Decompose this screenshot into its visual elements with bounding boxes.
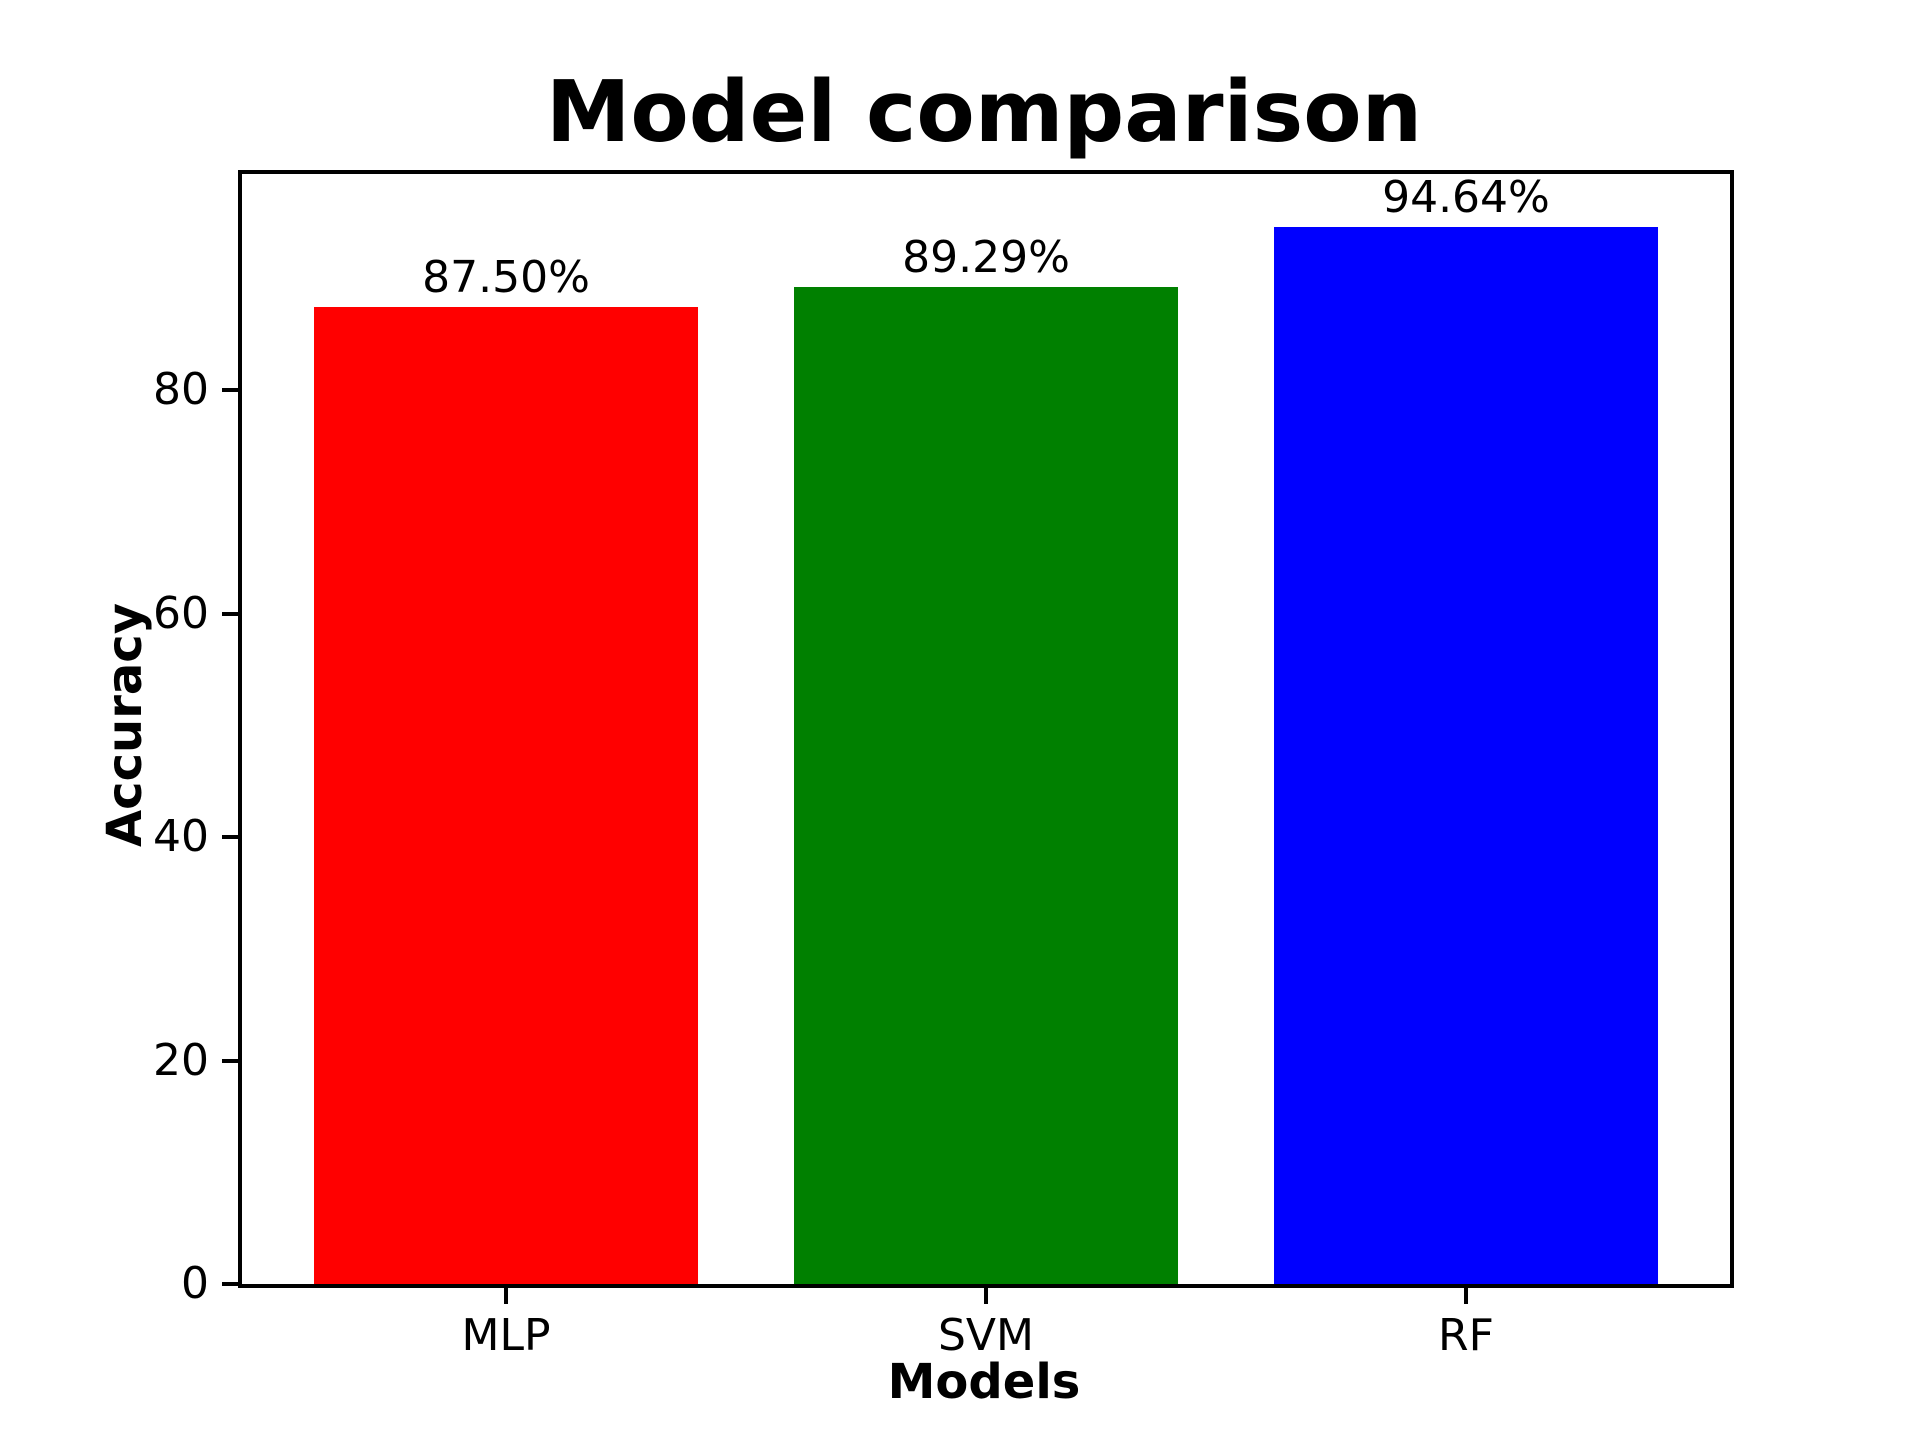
chart-title: Model comparison xyxy=(545,63,1423,162)
y-tick-label: 60 xyxy=(153,587,209,639)
bar-value-label-mlp: 87.50% xyxy=(422,251,590,303)
bar-group-rf: 94.64% RF xyxy=(1273,172,1658,1361)
x-tick-mark xyxy=(1463,1288,1468,1304)
bar-value-label-svm: 89.29% xyxy=(902,231,1070,283)
bar-group-mlp: 87.50% MLP xyxy=(314,174,698,1361)
y-axis-label-container: Accuracy xyxy=(70,170,180,1280)
y-tick-mark xyxy=(222,388,238,393)
x-tick-mark xyxy=(983,1288,988,1304)
y-tick-mark xyxy=(222,1282,238,1286)
x-tick-mark xyxy=(503,1288,508,1304)
y-tick-label: 20 xyxy=(153,1034,209,1086)
bar-value-label-rf: 94.64% xyxy=(1382,171,1550,223)
bar-group-svm: 89.29% SVM xyxy=(794,174,1178,1361)
y-tick-mark xyxy=(222,611,238,616)
bar-rf: 94.64% xyxy=(1273,172,1658,1284)
x-axis-label: Models xyxy=(887,1354,1081,1410)
y-tick-mark xyxy=(222,1058,238,1063)
bar-mlp: 87.50% xyxy=(314,252,698,1284)
x-tick-label-mlp: MLP xyxy=(461,1310,551,1361)
x-tick-label-svm: SVM xyxy=(937,1310,1034,1361)
bar-svm: 89.29% xyxy=(794,232,1178,1284)
y-tick-mark xyxy=(222,835,238,840)
y-tick-label: 40 xyxy=(153,811,209,863)
plot-area: 0 20 40 60 80 87.50% MLP 89.29% xyxy=(153,170,1734,1361)
y-tick-label: 0 xyxy=(181,1258,209,1309)
x-tick-label-rf: RF xyxy=(1438,1310,1494,1361)
y-axis-label: Accuracy xyxy=(97,602,153,848)
y-tick-label: 80 xyxy=(153,364,209,416)
